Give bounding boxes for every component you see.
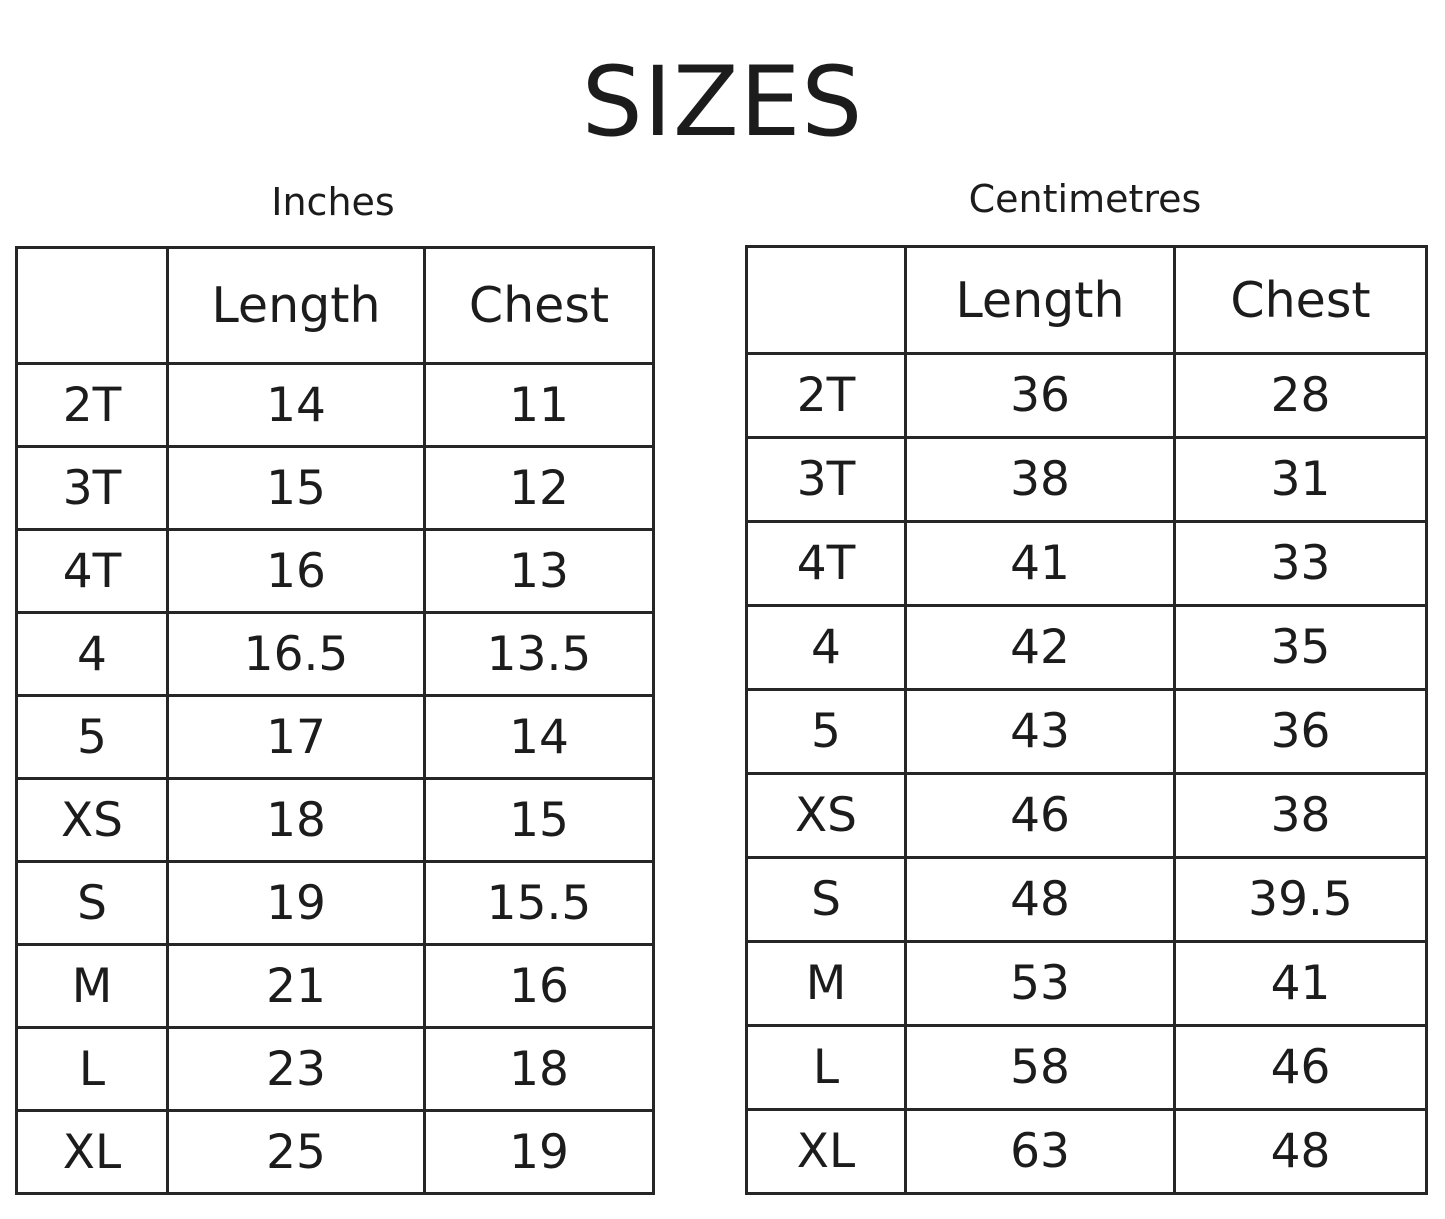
table-row: XS 46 38	[745, 772, 1428, 859]
length-cell: 19	[166, 860, 426, 946]
chest-cell: 39.5	[1173, 856, 1428, 943]
centimetres-size-table: Length Chest 2T 36 28 3T 38 31 4T 41 33 4 42 35 5 43 36 X…	[745, 245, 1428, 1195]
length-cell: 42	[904, 604, 1176, 691]
length-cell: 25	[166, 1109, 426, 1195]
length-cell: 15	[166, 445, 426, 531]
table-row: 3T 15 12	[15, 445, 655, 531]
length-cell: 41	[904, 520, 1176, 607]
size-cell: M	[15, 943, 169, 1029]
table-row: M 21 16	[15, 943, 655, 1029]
chest-cell: 46	[1173, 1024, 1428, 1111]
table-row: L 58 46	[745, 1024, 1428, 1111]
length-cell: 36	[904, 352, 1176, 439]
inches-size-table: Length Chest 2T 14 11 3T 15 12 4T 16 13 4 16.5 13.5 5 1…	[15, 246, 655, 1195]
size-cell: 4	[745, 604, 907, 691]
chest-cell: 41	[1173, 940, 1428, 1027]
chest-cell: 15	[423, 777, 655, 863]
column-header	[745, 245, 907, 355]
chest-cell: 35	[1173, 604, 1428, 691]
chest-cell: 31	[1173, 436, 1428, 523]
length-cell: 48	[904, 856, 1176, 943]
chest-cell: 33	[1173, 520, 1428, 607]
table-row: 4 42 35	[745, 604, 1428, 691]
size-cell: XS	[745, 772, 907, 859]
length-cell: 23	[166, 1026, 426, 1112]
chest-cell: 11	[423, 362, 655, 448]
chest-cell: 36	[1173, 688, 1428, 775]
column-header: Length	[904, 245, 1176, 355]
size-cell: 5	[15, 694, 169, 780]
length-cell: 58	[904, 1024, 1176, 1111]
size-cell: 4	[15, 611, 169, 697]
centimetres-label: Centimetres	[968, 177, 1202, 221]
size-cell: L	[15, 1026, 169, 1112]
table-row: M 53 41	[745, 940, 1428, 1027]
size-cell: 5	[745, 688, 907, 775]
table-row: 5 43 36	[745, 688, 1428, 775]
size-cell: L	[745, 1024, 907, 1111]
table-row: 3T 38 31	[745, 436, 1428, 523]
length-cell: 43	[904, 688, 1176, 775]
chest-cell: 19	[423, 1109, 655, 1195]
size-cell: M	[745, 940, 907, 1027]
chest-cell: 18	[423, 1026, 655, 1112]
table-row: XL 63 48	[745, 1108, 1428, 1195]
length-cell: 53	[904, 940, 1176, 1027]
table-row: 5 17 14	[15, 694, 655, 780]
length-cell: 14	[166, 362, 426, 448]
chest-cell: 14	[423, 694, 655, 780]
size-cell: 4T	[15, 528, 169, 614]
length-cell: 18	[166, 777, 426, 863]
length-cell: 21	[166, 943, 426, 1029]
chest-cell: 16	[423, 943, 655, 1029]
table-row: S 19 15.5	[15, 860, 655, 946]
chest-cell: 38	[1173, 772, 1428, 859]
size-cell: S	[745, 856, 907, 943]
table-row: 2T 36 28	[745, 352, 1428, 439]
length-cell: 17	[166, 694, 426, 780]
column-header: Chest	[423, 246, 655, 365]
table-row: S 48 39.5	[745, 856, 1428, 943]
table-row: 4 16.5 13.5	[15, 611, 655, 697]
header-row: Length Chest	[745, 245, 1428, 355]
chest-cell: 48	[1173, 1108, 1428, 1195]
header-row: Length Chest	[15, 246, 655, 365]
length-cell: 46	[904, 772, 1176, 859]
size-cell: 2T	[745, 352, 907, 439]
length-cell: 16	[166, 528, 426, 614]
length-cell: 38	[904, 436, 1176, 523]
chest-cell: 13.5	[423, 611, 655, 697]
column-header: Chest	[1173, 245, 1428, 355]
chest-cell: 15.5	[423, 860, 655, 946]
table-row: XL 25 19	[15, 1109, 655, 1195]
chest-cell: 13	[423, 528, 655, 614]
length-cell: 63	[904, 1108, 1176, 1195]
table-row: 4T 16 13	[15, 528, 655, 614]
size-cell: 2T	[15, 362, 169, 448]
column-header	[15, 246, 169, 365]
chest-cell: 28	[1173, 352, 1428, 439]
table-row: XS 18 15	[15, 777, 655, 863]
table-row: L 23 18	[15, 1026, 655, 1112]
chest-cell: 12	[423, 445, 655, 531]
size-cell: 3T	[745, 436, 907, 523]
size-cell: XS	[15, 777, 169, 863]
column-header: Length	[166, 246, 426, 365]
inches-label: Inches	[271, 180, 395, 224]
size-cell: XL	[15, 1109, 169, 1195]
table-row: 2T 14 11	[15, 362, 655, 448]
size-cell: 3T	[15, 445, 169, 531]
table-row: 4T 41 33	[745, 520, 1428, 607]
size-cell: XL	[745, 1108, 907, 1195]
page-title: SIZES	[581, 46, 864, 158]
length-cell: 16.5	[166, 611, 426, 697]
size-cell: 4T	[745, 520, 907, 607]
size-cell: S	[15, 860, 169, 946]
